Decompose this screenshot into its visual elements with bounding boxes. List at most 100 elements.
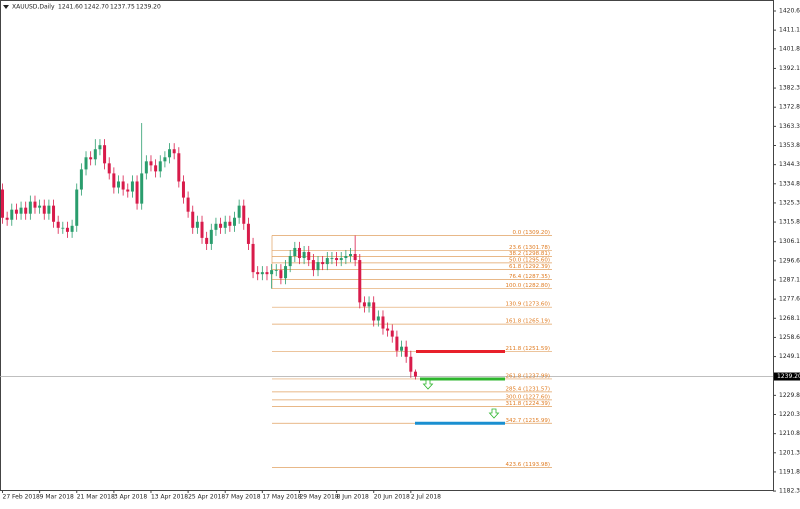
candle-body xyxy=(395,336,399,351)
candle-body xyxy=(321,262,325,265)
y-tick-label: 1363.35 xyxy=(779,123,800,130)
candle-body xyxy=(284,266,288,279)
down-arrow xyxy=(422,379,434,390)
candle-body xyxy=(316,262,320,271)
y-tick-label: 1229.85 xyxy=(779,392,800,399)
candle-body xyxy=(413,371,417,377)
candle-body xyxy=(270,270,274,275)
fib-label: 38.2 (1298.81) xyxy=(509,251,550,257)
candle-body xyxy=(177,153,181,182)
x-tick-label: 9 Mar 2018 xyxy=(40,494,74,501)
candle-body xyxy=(191,211,195,228)
candle-body xyxy=(47,205,51,214)
candle-body xyxy=(107,163,111,174)
y-tick-label: 1258.60 xyxy=(779,334,800,341)
fib-label: 23.6 (1301.78) xyxy=(509,245,550,251)
candle-body xyxy=(293,247,297,257)
y-tick-label: 1392.10 xyxy=(779,65,800,72)
candle-body xyxy=(339,258,343,261)
candle-body xyxy=(367,302,371,307)
candle-body xyxy=(288,256,292,267)
y-tick-label: 1287.10 xyxy=(779,277,800,284)
candle-body xyxy=(219,223,223,228)
candle-body xyxy=(349,254,352,257)
candle-body xyxy=(279,270,283,279)
candle-body xyxy=(117,181,120,188)
candle-body xyxy=(390,330,394,337)
fib-label: 261.8 (1237.99) xyxy=(505,373,550,379)
candle-body xyxy=(168,149,172,158)
candle-body xyxy=(75,189,79,226)
fib-label: 342.7 (1215.99) xyxy=(505,418,550,424)
candle-body xyxy=(65,227,69,232)
y-tick-label: 1334.85 xyxy=(779,180,800,187)
candle-body xyxy=(52,205,56,222)
candle-body xyxy=(112,173,116,188)
fib-label: 130.9 (1273.60) xyxy=(505,302,550,308)
candle-body xyxy=(140,173,144,204)
header-value: 1239.20 xyxy=(136,4,161,11)
y-tick-label: 1210.85 xyxy=(779,430,800,437)
candle-body xyxy=(149,161,153,166)
candle-body xyxy=(311,260,315,271)
candle-body xyxy=(344,256,348,259)
x-tick-label: 3 Apr 2018 xyxy=(114,494,147,501)
candle-body xyxy=(228,221,232,226)
candle-body xyxy=(242,205,246,224)
candle-body xyxy=(256,272,260,275)
symbol-menu-icon[interactable] xyxy=(3,5,9,9)
candle-body xyxy=(260,272,264,275)
header-value: 1242.70 xyxy=(84,4,109,11)
x-tick-label: 29 May 2018 xyxy=(299,494,338,501)
y-tick-label: 1306.10 xyxy=(779,238,800,245)
candle-body xyxy=(84,157,88,170)
candle-body xyxy=(195,221,199,228)
fib-label: 211.8 (1251.59) xyxy=(505,346,550,352)
plot-frame xyxy=(0,0,774,491)
candle-body xyxy=(325,258,329,265)
fibonacci: 0.0 (1309.20) 23.6 (1301.78)38.2 (1298.81… xyxy=(271,230,552,468)
levels xyxy=(415,350,505,425)
y-tick-label: 1344.35 xyxy=(779,161,800,168)
header-value: 1241.60 xyxy=(58,4,83,11)
candle-body xyxy=(5,217,9,220)
fib-label: 0.0 (1309.20) xyxy=(512,230,550,236)
fib-label: 311.8 (1224.39) xyxy=(505,401,550,407)
candle-body xyxy=(56,221,60,228)
fib-label: 161.8 (1265.19) xyxy=(505,319,550,325)
x-tick-label: 27 Feb 2018 xyxy=(3,494,41,501)
candle-body xyxy=(163,157,167,162)
candles xyxy=(1,123,417,380)
fib-label: 76.4 (1287.35) xyxy=(509,274,550,280)
y-tick-label: 1201.35 xyxy=(779,449,800,456)
y-tick-label: 1382.35 xyxy=(779,85,800,92)
candle-body xyxy=(135,181,139,204)
candle-body xyxy=(93,149,97,160)
candle-body xyxy=(358,260,362,303)
candle-body xyxy=(186,197,190,212)
candle-body xyxy=(233,217,236,226)
candle-body xyxy=(251,243,255,273)
x-tick-label: 7 May 2018 xyxy=(225,494,260,501)
candle-body xyxy=(28,201,32,214)
fib-label: 285.4 (1231.57) xyxy=(505,386,550,392)
candle-body xyxy=(172,149,176,154)
x-tick-label: 21 Mar 2018 xyxy=(77,494,115,501)
candle-body xyxy=(154,165,158,172)
candle-body xyxy=(89,157,93,160)
candle-body xyxy=(400,346,404,351)
candle-body xyxy=(409,356,413,372)
candle-body xyxy=(144,161,148,174)
fib-label: 61.8 (1292.39) xyxy=(509,264,550,270)
candle-body xyxy=(246,223,250,244)
candle-body xyxy=(24,207,28,214)
y-tick-label: 1296.60 xyxy=(779,257,800,264)
candle-body xyxy=(38,205,42,208)
candle-body xyxy=(98,145,102,150)
y-tick-label: 1372.85 xyxy=(779,104,800,111)
candle-body xyxy=(10,209,14,220)
candle-body xyxy=(158,161,162,172)
y-tick-label: 1401.85 xyxy=(779,45,800,52)
